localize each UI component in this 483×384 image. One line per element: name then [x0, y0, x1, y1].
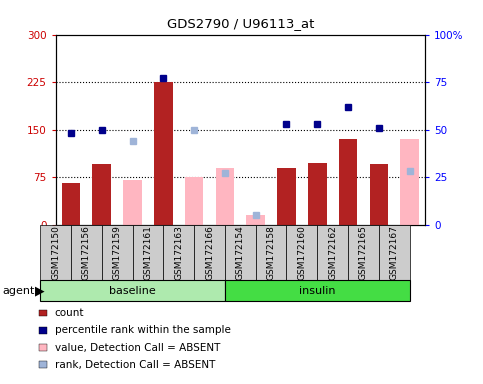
Text: baseline: baseline	[109, 286, 156, 296]
Bar	[185, 177, 203, 225]
Bar	[369, 164, 388, 225]
Bar	[154, 82, 172, 225]
Bar	[400, 139, 419, 225]
Text: percentile rank within the sample: percentile rank within the sample	[55, 325, 230, 335]
Text: GSM172154: GSM172154	[236, 225, 245, 280]
Text: GSM172156: GSM172156	[82, 225, 91, 280]
Bar	[400, 139, 419, 225]
Text: GSM172158: GSM172158	[267, 225, 276, 280]
Bar	[62, 184, 80, 225]
Bar	[123, 180, 142, 225]
Text: ▶: ▶	[35, 285, 45, 297]
Text: agent: agent	[2, 286, 35, 296]
Text: GSM172163: GSM172163	[174, 225, 183, 280]
Text: GDS2790 / U96113_at: GDS2790 / U96113_at	[167, 17, 314, 30]
Bar	[339, 139, 357, 225]
Text: GSM172161: GSM172161	[143, 225, 153, 280]
Bar	[215, 168, 234, 225]
Bar	[308, 162, 327, 225]
Text: count: count	[55, 308, 84, 318]
Text: GSM172165: GSM172165	[359, 225, 368, 280]
Text: rank, Detection Call = ABSENT: rank, Detection Call = ABSENT	[55, 360, 215, 370]
Text: GSM172162: GSM172162	[328, 225, 337, 280]
Bar	[92, 164, 111, 225]
Bar	[277, 168, 296, 225]
Text: GSM172150: GSM172150	[51, 225, 60, 280]
Text: GSM172167: GSM172167	[390, 225, 399, 280]
Text: GSM172159: GSM172159	[113, 225, 122, 280]
Text: value, Detection Call = ABSENT: value, Detection Call = ABSENT	[55, 343, 220, 353]
Bar	[246, 215, 265, 225]
Text: insulin: insulin	[299, 286, 336, 296]
Text: GSM172166: GSM172166	[205, 225, 214, 280]
Text: GSM172160: GSM172160	[298, 225, 306, 280]
